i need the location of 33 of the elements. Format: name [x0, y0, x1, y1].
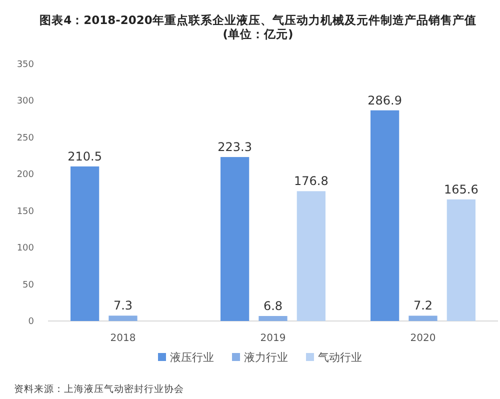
bar — [408, 316, 438, 321]
legend-label: 液力行业 — [244, 351, 288, 364]
legend-label: 液压行业 — [170, 351, 214, 364]
text: 资料来源：上海液压气动密封行业协会 — [14, 383, 184, 395]
data-label: 286.9 — [368, 93, 402, 108]
y-tick-label: 250 — [16, 133, 34, 144]
data-label: 6.8 — [263, 299, 283, 314]
chart-title: 图表4：2018-2020年重点联系企业液压、气压动力机械及元件制造产品销售产值 — [40, 13, 476, 27]
data-label: 210.5 — [68, 149, 102, 164]
y-tick-label: 350 — [16, 60, 34, 70]
bar — [220, 157, 250, 321]
x-tick-label: 2019 — [260, 333, 286, 344]
legend-label: 气动行业 — [318, 351, 362, 364]
y-tick-label: 100 — [16, 244, 34, 254]
y-tick-label: 50 — [22, 280, 34, 290]
y-tick-label: 150 — [16, 206, 34, 217]
bar — [296, 191, 326, 321]
bar — [258, 316, 288, 321]
data-label: 223.3 — [218, 140, 252, 154]
bar — [446, 199, 476, 321]
bar — [108, 316, 138, 321]
bar — [370, 110, 400, 321]
data-label: 165.6 — [444, 182, 478, 196]
bar — [70, 166, 100, 321]
data-label: 7.3 — [113, 298, 133, 313]
y-tick-label: 300 — [16, 96, 34, 107]
data-label: 7.2 — [413, 298, 433, 313]
y-tick-label: 0 — [28, 317, 34, 327]
chart-subtitle: (单位：亿元) — [222, 27, 294, 41]
data-label: 176.8 — [294, 174, 328, 188]
x-tick-label: 2020 — [410, 333, 436, 344]
x-tick-label: 2018 — [110, 333, 136, 344]
y-tick-label: 200 — [16, 170, 34, 180]
